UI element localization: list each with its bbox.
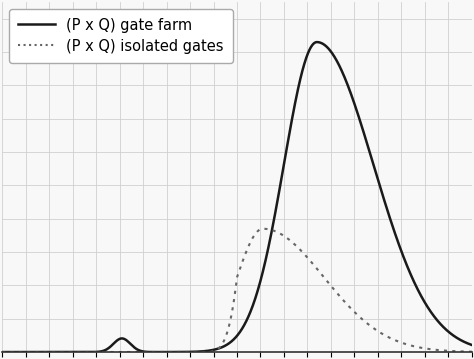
- Line: (P x Q) gate farm: (P x Q) gate farm: [2, 42, 472, 352]
- (P x Q) isolated gates: [456, 349, 461, 354]
- (P x Q) gate farm: [456, 336, 461, 341]
- (P x Q) isolated gates: [369, 325, 375, 330]
- (P x Q) gate farm: [0, 350, 5, 354]
- (P x Q) gate farm: [215, 346, 221, 351]
- (P x Q) isolated gates: [0, 350, 5, 354]
- (P x Q) isolated gates: [456, 349, 461, 354]
- (P x Q) isolated gates: [260, 227, 266, 231]
- (P x Q) isolated gates: [469, 350, 474, 354]
- (P x Q) gate farm: [456, 337, 461, 341]
- (P x Q) isolated gates: [228, 317, 233, 322]
- (P x Q) isolated gates: [23, 350, 29, 354]
- (P x Q) gate farm: [23, 350, 29, 354]
- (P x Q) gate farm: [469, 343, 474, 347]
- Legend: (P x Q) gate farm, (P x Q) isolated gates: (P x Q) gate farm, (P x Q) isolated gate…: [9, 9, 233, 63]
- (P x Q) isolated gates: [215, 347, 221, 351]
- (P x Q) gate farm: [228, 340, 233, 344]
- Line: (P x Q) isolated gates: (P x Q) isolated gates: [2, 229, 472, 352]
- (P x Q) gate farm: [314, 40, 319, 44]
- (P x Q) gate farm: [369, 159, 375, 163]
